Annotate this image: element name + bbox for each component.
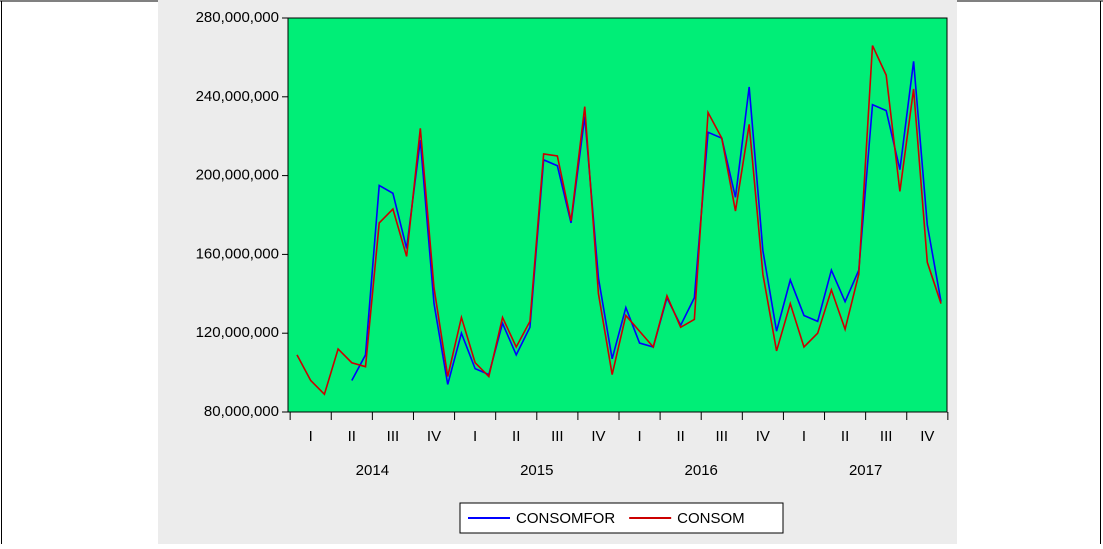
x-tick-label: I [637, 428, 641, 445]
x-tick-label: III [551, 428, 564, 445]
x-tick-label: IV [920, 428, 934, 445]
legend-label: CONSOM [677, 510, 745, 527]
series-line [296, 45, 942, 396]
x-tick-label: I [802, 428, 806, 445]
y-tick-label: 280,000,000 [196, 9, 279, 26]
x-tick-label: I [473, 428, 477, 445]
year-label: 2017 [849, 462, 882, 479]
year-label: 2016 [685, 462, 718, 479]
x-tick-label: II [512, 428, 520, 445]
y-tick-label: 200,000,000 [196, 167, 279, 184]
x-tick-label: IV [591, 428, 605, 445]
x-tick-label: III [880, 428, 893, 445]
x-tick-label: III [716, 428, 729, 445]
x-tick-label: II [841, 428, 849, 445]
x-tick-label: II [348, 428, 356, 445]
y-tick-label: 160,000,000 [196, 245, 279, 262]
x-tick-label: IV [427, 428, 441, 445]
series-line [351, 61, 942, 385]
y-tick-label: 80,000,000 [204, 403, 279, 420]
legend [459, 502, 784, 534]
x-tick-label: III [387, 428, 400, 445]
year-label: 2015 [520, 462, 553, 479]
legend-label: CONSOMFOR [516, 510, 615, 527]
y-tick-label: 120,000,000 [196, 324, 279, 341]
y-tick-label: 240,000,000 [196, 88, 279, 105]
year-label: 2014 [356, 462, 389, 479]
x-tick-label: II [676, 428, 684, 445]
x-tick-label: I [309, 428, 313, 445]
x-tick-label: IV [756, 428, 770, 445]
